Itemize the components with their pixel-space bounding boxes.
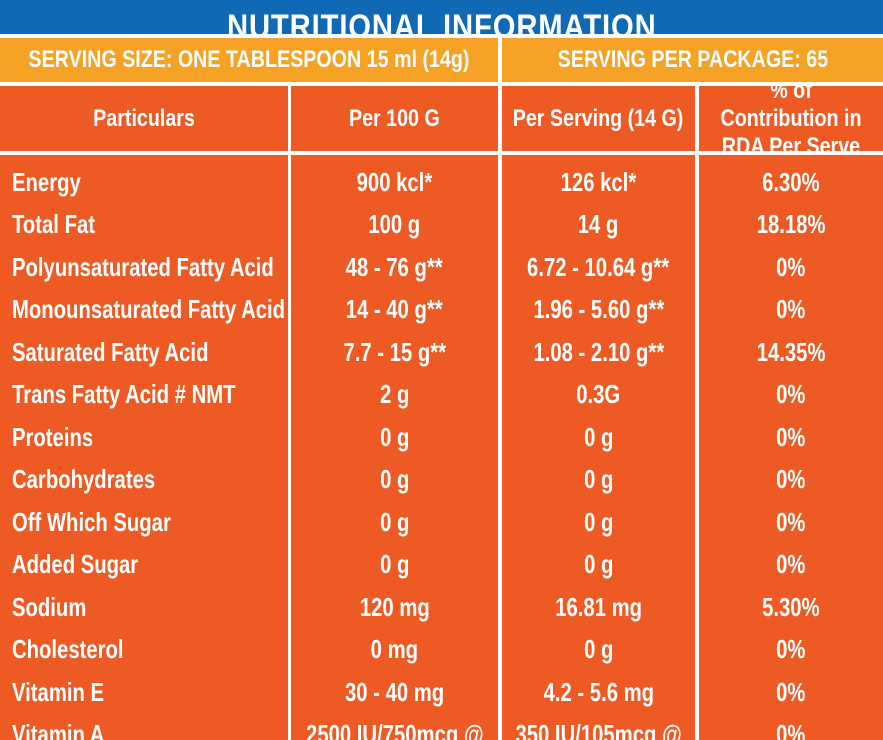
table-row: Monounsaturated Fatty Acid 14 - 40 g** 1… [0,289,883,332]
nutrient-name: Proteins [12,421,94,452]
column-particulars [0,155,288,740]
page-title: NUTRITIONAL INFORMATION [226,8,657,34]
nutrient-name: Cholesterol [12,634,124,665]
value-rda: 0% [776,421,806,452]
value-rda: 0% [776,379,806,410]
nutrient-name: Carbohydrates [12,464,156,495]
nutrient-name: Monounsaturated Fatty Acid [12,294,286,325]
value-per-serving: 14 g [578,209,619,240]
value-rda: 0% [776,464,806,495]
serving-size-text: SERVING SIZE: ONE TABLESPOON 15 ml (14g) [28,46,470,73]
value-per-serving: 4.2 - 5.6 mg [543,676,654,707]
table-row: Added Sugar 0 g 0 g 0% [0,544,883,587]
value-per-100g: 0 g [379,549,410,580]
value-rda: 0% [776,294,806,325]
header-rda: % of Contribution in RDA Per Serve [699,86,883,151]
table-rows: Energy 900 kcl* 126 kcl* 6.30% Total Fat… [0,161,883,740]
table-body: Energy 900 kcl* 126 kcl* 6.30% Total Fat… [0,155,883,740]
table-row: Vitamin A 2500 IU/750mcg @ 350 IU/105mcg… [0,714,883,740]
value-rda: 14.35% [756,336,826,367]
column-rda [699,155,883,740]
table-row: Energy 900 kcl* 126 kcl* 6.30% [0,161,883,204]
nutrient-name: Sodium [12,591,87,622]
value-per-100g: 2 g [379,379,410,410]
table-row: Vitamin E 30 - 40 mg 4.2 - 5.6 mg 0% [0,671,883,714]
value-rda: 0% [776,719,806,740]
value-rda: 0% [776,549,806,580]
value-per-serving: 0 g [583,634,614,665]
nutrient-name: Vitamin E [12,676,105,707]
table-row: Carbohydrates 0 g 0 g 0% [0,459,883,502]
value-per-serving: 6.72 - 10.64 g** [527,251,670,282]
nutrient-name: Saturated Fatty Acid [12,336,209,367]
value-per-serving: 0 g [583,549,614,580]
table-header-row: Particulars Per 100 G Per Serving (14 G)… [0,86,883,151]
serving-per-package-cell: SERVING PER PACKAGE: 65 [502,38,883,82]
value-per-serving: 350 IU/105mcg @ [515,719,682,740]
value-rda: 6.30% [762,166,820,197]
table-row: Saturated Fatty Acid 7.7 - 15 g** 1.08 -… [0,331,883,374]
value-per-100g: 0 g [379,421,410,452]
value-per-serving: 0 g [583,506,614,537]
header-particulars: Particulars [0,86,288,151]
nutrient-name: Trans Fatty Acid # NMT [12,379,236,410]
nutrient-name: Vitamin A [12,719,105,740]
value-per-serving: 126 kcl* [560,166,637,197]
column-per-100g [291,155,498,740]
title-bar: NUTRITIONAL INFORMATION [0,0,883,34]
value-per-serving: 1.08 - 2.10 g** [533,336,664,367]
nutrient-name: Total Fat [12,209,95,240]
table-row: Proteins 0 g 0 g 0% [0,416,883,459]
nutrient-name: Polyunsaturated Fatty Acid [12,251,274,282]
value-per-serving: 16.81 mg [555,591,642,622]
table-row: Polyunsaturated Fatty Acid 48 - 76 g** 6… [0,246,883,289]
table-row: Total Fat 100 g 14 g 18.18% [0,204,883,247]
value-rda: 18.18% [756,209,826,240]
header-per-serving: Per Serving (14 G) [502,86,695,151]
value-per-serving: 1.96 - 5.60 g** [533,294,664,325]
value-per-100g: 900 kcl* [356,166,433,197]
value-per-serving: 0 g [583,464,614,495]
value-rda: 5.30% [762,591,820,622]
nutrient-name: Off Which Sugar [12,506,171,537]
value-per-100g: 0 mg [370,634,419,665]
value-per-100g: 120 mg [359,591,430,622]
value-per-100g: 14 - 40 g** [346,294,443,325]
value-per-serving: 0 g [583,421,614,452]
value-rda: 0% [776,676,806,707]
nutrient-name: Added Sugar [12,549,139,580]
table-row: Cholesterol 0 mg 0 g 0% [0,629,883,672]
value-rda: 0% [776,506,806,537]
header-per-100g: Per 100 G [291,86,498,151]
value-per-100g: 0 g [379,506,410,537]
table-row: Trans Fatty Acid # NMT 2 g 0.3G 0% [0,374,883,417]
serving-info-row: SERVING SIZE: ONE TABLESPOON 15 ml (14g)… [0,38,883,82]
value-per-100g: 2500 IU/750mcg @ [305,719,484,740]
value-per-100g: 48 - 76 g** [346,251,443,282]
column-per-serving [502,155,695,740]
table-row: Sodium 120 mg 16.81 mg 5.30% [0,586,883,629]
value-per-serving: 0.3G [576,379,621,410]
serving-size-cell: SERVING SIZE: ONE TABLESPOON 15 ml (14g) [0,38,498,82]
value-per-100g: 100 g [368,209,421,240]
nutrient-name: Energy [12,166,81,197]
table-row: Off Which Sugar 0 g 0 g 0% [0,501,883,544]
value-rda: 0% [776,634,806,665]
value-per-100g: 0 g [379,464,410,495]
value-per-100g: 30 - 40 mg [344,676,445,707]
value-rda: 0% [776,251,806,282]
value-per-100g: 7.7 - 15 g** [343,336,446,367]
serving-per-package-text: SERVING PER PACKAGE: 65 [557,46,828,73]
